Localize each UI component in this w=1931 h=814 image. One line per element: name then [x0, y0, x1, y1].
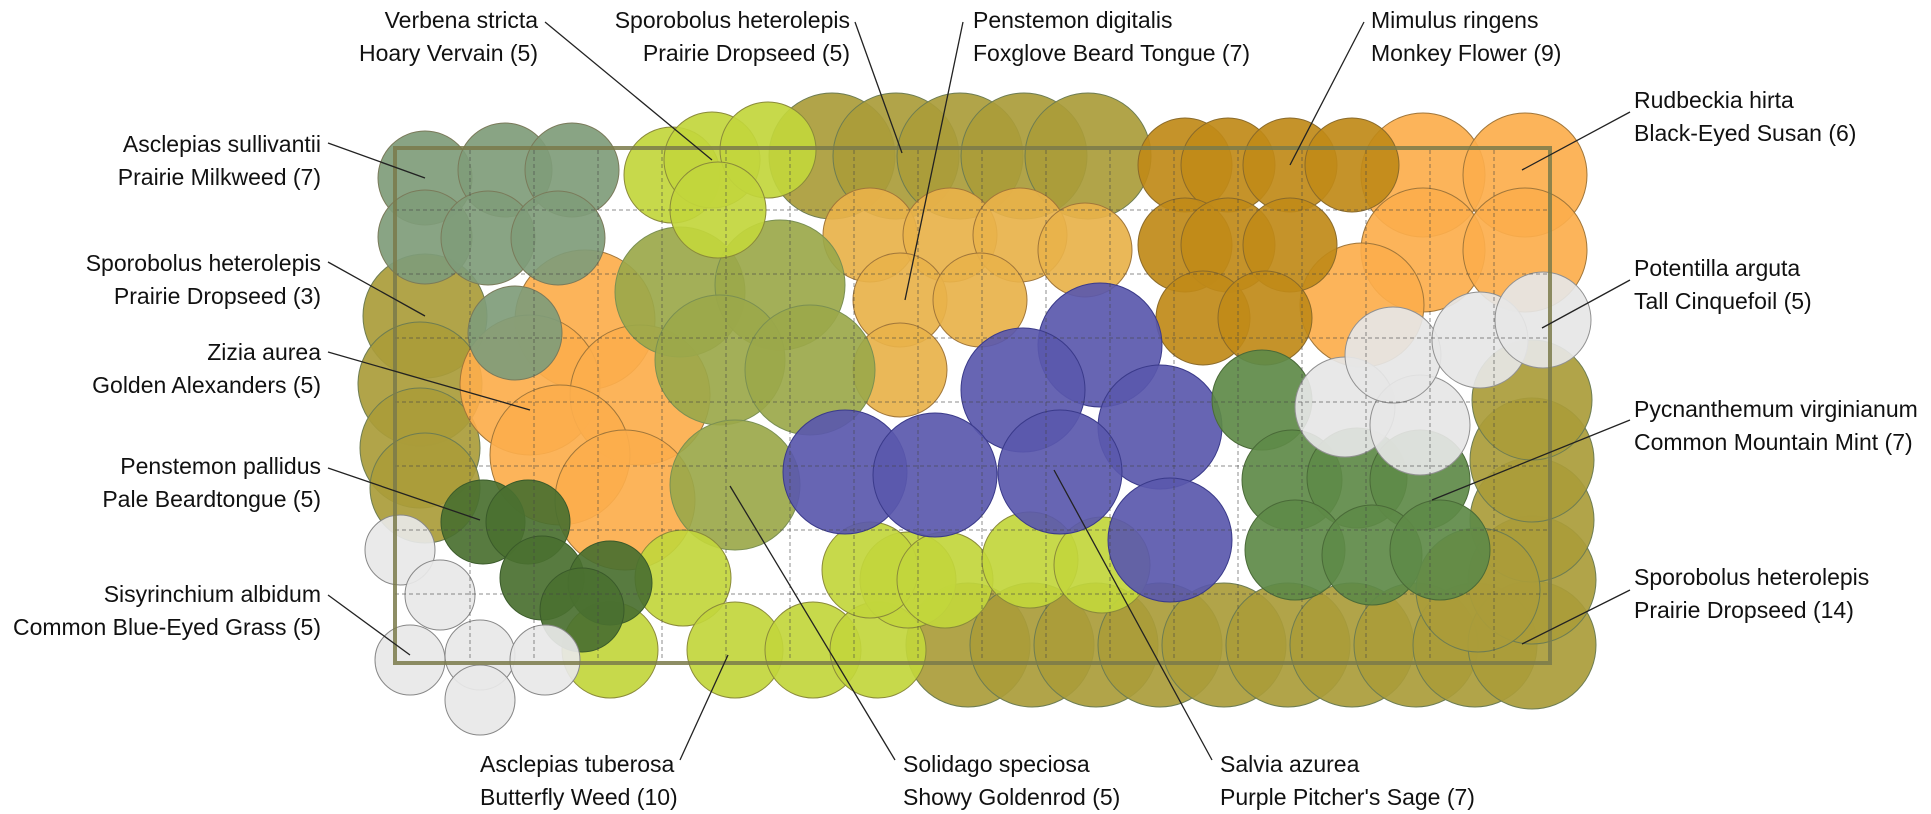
common-name: Butterfly Weed (10) — [480, 784, 678, 810]
botanical-name: Rudbeckia hirta — [1634, 87, 1794, 113]
leader-line — [854, 21, 903, 154]
common-name: Hoary Vervain (5) — [359, 40, 538, 66]
label-penstemon-digitalis: Penstemon digitalis Foxglove Beard Tongu… — [973, 4, 1250, 70]
common-name: Showy Goldenrod (5) — [903, 784, 1121, 810]
common-name: Prairie Dropseed (3) — [113, 283, 321, 309]
botanical-name: Penstemon pallidus — [120, 453, 321, 479]
botanical-name: Zizia aurea — [207, 339, 321, 365]
botanical-name: Sporobolus heterolepis — [614, 7, 850, 33]
leader-line — [904, 21, 964, 301]
leader-line — [729, 485, 896, 761]
label-zizia: Zizia aurea Golden Alexanders (5) — [92, 336, 321, 402]
plant-circle-milkweed — [510, 190, 606, 286]
plant-circle-milkweed — [467, 285, 563, 381]
botanical-name: Asclepias tuberosa — [480, 751, 675, 777]
plant-circle-blueeyedgrass — [444, 664, 516, 736]
common-name: Pale Beardtongue (5) — [102, 486, 321, 512]
botanical-name: Mimulus ringens — [1371, 7, 1539, 33]
plant-circle-cinquefoil — [1344, 306, 1442, 404]
botanical-name: Penstemon digitalis — [973, 7, 1173, 33]
botanical-name: Solidago speciosa — [903, 751, 1090, 777]
common-name: Common Mountain Mint (7) — [1634, 429, 1913, 455]
common-name: Black-Eyed Susan (6) — [1634, 120, 1857, 146]
label-sporobolus-top: Sporobolus heterolepis Prairie Dropseed … — [615, 4, 850, 70]
common-name: Foxglove Beard Tongue (7) — [973, 40, 1251, 66]
label-asclepias-sullivantii: Asclepias sullivantii Prairie Milkweed (… — [118, 128, 321, 194]
common-name: Purple Pitcher's Sage (7) — [1220, 784, 1475, 810]
common-name: Common Blue-Eyed Grass (5) — [12, 614, 321, 640]
plant-circle-mountainmint — [1389, 499, 1491, 601]
plant-circle-blueeyedgrass — [509, 624, 581, 696]
leader-line — [1431, 419, 1631, 501]
plant-circle-foxglove — [1037, 202, 1133, 298]
leader-line — [1541, 279, 1631, 329]
plant-circle-pitchersage — [1107, 477, 1233, 603]
plant-circle-blueeyedgrass — [374, 624, 446, 696]
leader-line — [1289, 21, 1365, 166]
label-pycnanthemum: Pycnanthemum virginianum Common Mountain… — [1634, 393, 1918, 459]
botanical-name: Verbena stricta — [384, 7, 538, 33]
label-rudbeckia: Rudbeckia hirta Black-Eyed Susan (6) — [1634, 84, 1856, 150]
leader-lines — [327, 21, 1631, 761]
plant-circle-cinquefoil — [1494, 271, 1592, 369]
common-name: Monkey Flower (9) — [1371, 40, 1562, 66]
label-verbena: Verbena stricta Hoary Vervain (5) — [359, 4, 538, 70]
label-potentilla: Potentilla arguta Tall Cinquefoil (5) — [1634, 252, 1812, 318]
leader-line — [327, 142, 426, 179]
label-sporobolus-right: Sporobolus heterolepis Prairie Dropseed … — [1634, 561, 1869, 627]
common-name: Prairie Dropseed (5) — [642, 40, 850, 66]
common-name: Tall Cinquefoil (5) — [1634, 288, 1812, 314]
bed-outline — [393, 146, 1552, 665]
plant-circle-pitchersage — [997, 409, 1123, 535]
botanical-name: Pycnanthemum virginianum — [1634, 396, 1918, 422]
label-sporobolus-left: Sporobolus heterolepis Prairie Dropseed … — [86, 247, 321, 313]
plant-circle-pitchersage — [872, 412, 998, 538]
leader-line — [1521, 589, 1631, 645]
botanical-name: Potentilla arguta — [1634, 255, 1801, 281]
label-mimulus: Mimulus ringens Monkey Flower (9) — [1371, 4, 1561, 70]
botanical-name: Sporobolus heterolepis — [1634, 564, 1870, 590]
label-penstemon-pallidus: Penstemon pallidus Pale Beardtongue (5) — [102, 450, 321, 516]
botanical-name: Sisyrinchium albidum — [103, 581, 321, 607]
label-salvia: Salvia azurea Purple Pitcher's Sage (7) — [1220, 748, 1475, 814]
label-asclepias-tuberosa: Asclepias tuberosa Butterfly Weed (10) — [480, 748, 678, 814]
common-name: Prairie Milkweed (7) — [117, 164, 321, 190]
bed-grid — [393, 146, 1552, 665]
leader-line — [327, 467, 481, 521]
leader-line — [327, 594, 411, 656]
leader-line — [1521, 111, 1631, 171]
plant-circle-blueeyedgrass — [404, 559, 476, 631]
label-sisyrinchium: Sisyrinchium albidum Common Blue-Eyed Gr… — [13, 578, 321, 644]
plant-circle-blueeyedgrass — [364, 514, 436, 586]
common-name: Prairie Dropseed (14) — [1634, 597, 1854, 623]
leader-line — [1053, 469, 1213, 761]
leader-line — [544, 21, 713, 161]
plant-circles — [357, 92, 1597, 736]
plant-circle-monkeyflower — [1304, 117, 1400, 213]
label-solidago: Solidago speciosa Showy Goldenrod (5) — [903, 748, 1120, 814]
plant-circle-butterflyweed — [896, 531, 994, 629]
leader-line — [327, 261, 426, 317]
botanical-name: Asclepias sullivantii — [122, 131, 321, 157]
botanical-name: Salvia azurea — [1220, 751, 1360, 777]
common-name: Golden Alexanders (5) — [92, 372, 321, 398]
botanical-name: Sporobolus heterolepis — [85, 250, 321, 276]
leader-line — [327, 351, 531, 411]
leader-line — [679, 654, 729, 761]
